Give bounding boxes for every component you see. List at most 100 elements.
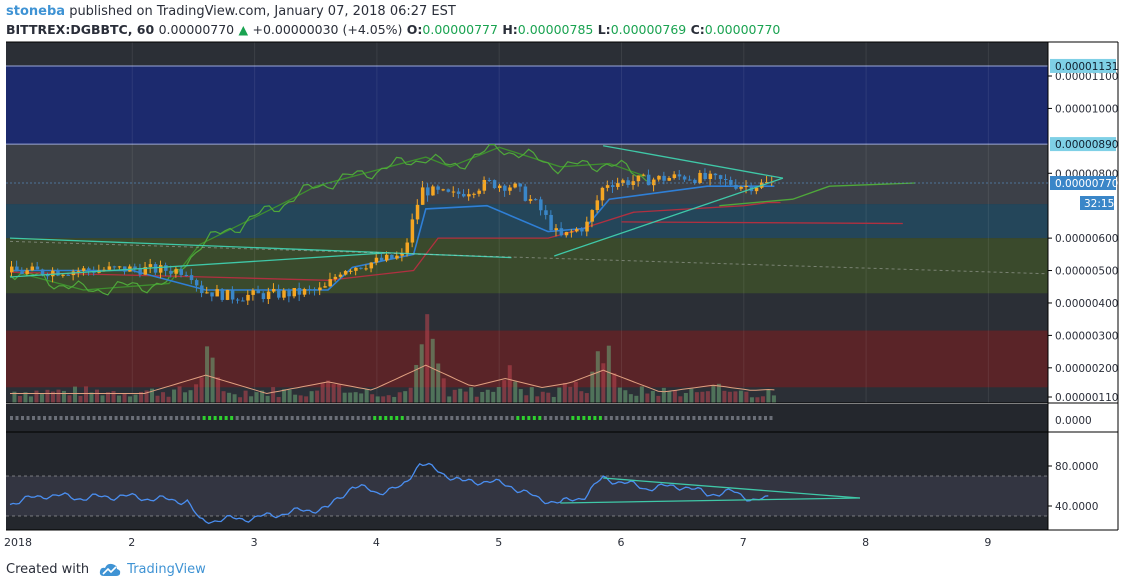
candle-body <box>472 193 476 195</box>
mini-bar <box>285 416 289 420</box>
mini-bar <box>510 416 514 420</box>
candle-body <box>261 293 266 300</box>
candle-body <box>354 267 358 271</box>
mini-bar <box>527 416 531 420</box>
volume-bar <box>667 391 672 403</box>
tradingview-brand-link[interactable]: TradingView <box>127 562 206 577</box>
mini-bar <box>741 416 745 420</box>
up-arrow-icon: ▲ <box>238 22 249 37</box>
mini-bar <box>26 416 30 420</box>
candle-body <box>739 187 743 189</box>
volume-bar <box>172 389 177 403</box>
candle-body <box>462 193 466 197</box>
volume-bar <box>403 391 408 403</box>
mini-bar <box>483 416 487 420</box>
candle-body <box>318 287 322 291</box>
mini-bar <box>565 416 569 420</box>
candle-body <box>333 276 338 280</box>
mini-bar <box>609 416 613 420</box>
volume-bar <box>716 383 721 403</box>
volume-bar <box>166 396 171 403</box>
mini-bar <box>406 416 410 420</box>
mini-bar <box>312 416 316 420</box>
kijun-extension-line <box>621 221 903 225</box>
volume-bar <box>650 390 655 403</box>
publish-line: stoneba published on TradingView.com, Ja… <box>6 4 456 19</box>
candle-body <box>636 175 641 182</box>
candle-body <box>616 183 620 187</box>
countdown-label: 32:15 <box>1084 198 1114 210</box>
y-tick-label: 0.00000300 <box>1055 330 1118 342</box>
mini-bar <box>719 416 723 420</box>
volume-bar <box>364 389 369 403</box>
candle-body <box>174 269 178 274</box>
rsi-trendline <box>560 497 860 504</box>
volume-bar <box>480 391 485 403</box>
mini-bar <box>653 416 657 420</box>
volume-bar <box>491 391 496 403</box>
low-value: 0.00000769 <box>610 22 687 37</box>
tenkan-line <box>10 185 775 291</box>
volume-bar <box>183 392 188 403</box>
author-name[interactable]: stoneba <box>6 4 66 19</box>
candle-body <box>76 270 81 272</box>
candle-body <box>441 189 445 191</box>
mini-bar <box>10 416 13 420</box>
candle-body <box>297 288 302 295</box>
volume-bar <box>56 389 61 403</box>
mini-bar <box>714 416 718 420</box>
volume-bar <box>28 396 33 403</box>
candle-body <box>723 178 728 181</box>
mini-bar <box>103 416 107 420</box>
mini-bar <box>499 416 503 420</box>
mini-bar <box>538 416 542 420</box>
zone-teal <box>6 204 1048 239</box>
volume-bar <box>694 392 699 403</box>
mini-bar <box>59 416 63 420</box>
mini-bar <box>411 416 415 420</box>
volume-bar <box>656 395 661 403</box>
mini-bar <box>373 416 377 420</box>
mini-bar <box>598 416 602 420</box>
mini-bar <box>461 416 465 420</box>
candle-body <box>266 291 271 300</box>
candle-body <box>271 288 276 292</box>
candle-body <box>554 228 558 231</box>
volume-bar <box>100 395 105 403</box>
volume-bar <box>474 396 479 403</box>
volume-bar <box>375 396 380 403</box>
candle-body <box>153 264 158 273</box>
candle-body <box>549 214 553 231</box>
mini-bar <box>593 416 597 420</box>
candle-body <box>164 265 168 271</box>
mini-bar <box>417 416 421 420</box>
candle-body <box>215 289 219 297</box>
dashed-trendline <box>9 240 1049 275</box>
volume-bar <box>639 386 644 403</box>
volume-bar <box>414 364 419 403</box>
volume-bar <box>744 391 749 403</box>
candle-body <box>287 290 291 297</box>
mini-bar <box>32 416 36 420</box>
mini-bar <box>301 416 305 420</box>
candle-body <box>693 179 697 184</box>
candle-body <box>477 190 481 194</box>
mini-bar <box>81 416 85 420</box>
candle-body <box>292 288 297 297</box>
rsi-line <box>9 462 769 525</box>
volume-bar <box>507 365 512 403</box>
volume-bar <box>359 393 364 403</box>
candle-body <box>446 189 451 192</box>
candle-body <box>169 270 173 274</box>
candle-body <box>395 255 399 259</box>
candle-body <box>15 266 19 272</box>
candle-body <box>682 176 687 180</box>
mini-bar <box>752 416 756 420</box>
volume-bar <box>83 386 88 403</box>
volume-bars <box>12 314 776 403</box>
volume-bar <box>518 389 523 403</box>
mini-bar <box>290 416 294 420</box>
volume-bar <box>260 390 265 403</box>
volume-bar <box>392 396 397 403</box>
